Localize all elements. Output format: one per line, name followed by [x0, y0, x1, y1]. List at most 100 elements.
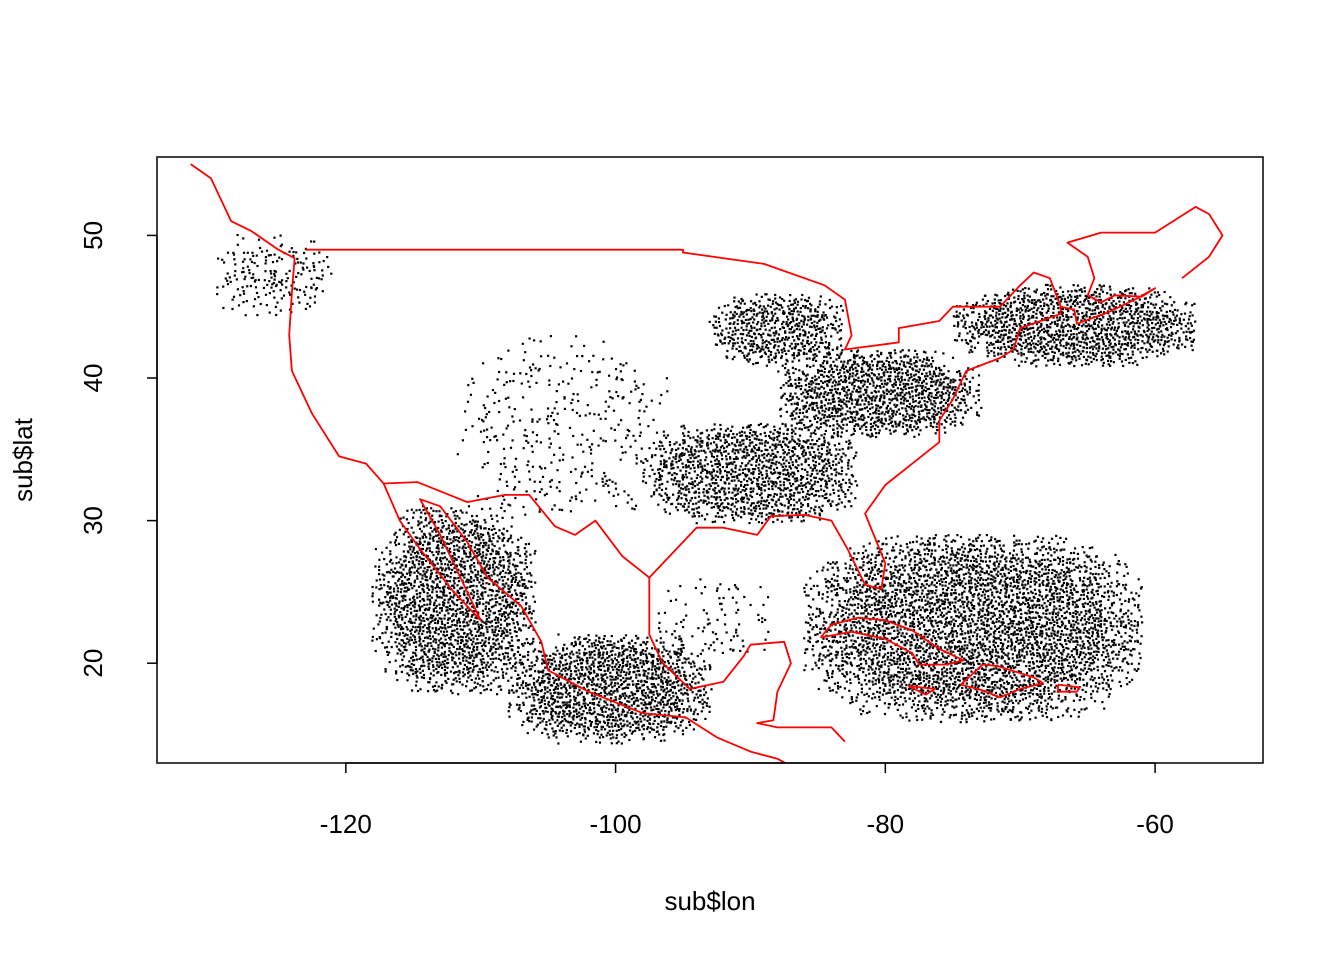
data-point: [1156, 355, 1159, 358]
data-point: [1167, 320, 1171, 323]
data-point: [1145, 333, 1148, 336]
data-point: [868, 395, 871, 398]
data-point: [781, 351, 784, 354]
data-point: [773, 468, 776, 471]
data-point: [1095, 347, 1098, 350]
data-point: [1045, 343, 1048, 346]
data-point: [800, 393, 803, 396]
data-point: [952, 378, 955, 381]
data-point: [755, 304, 758, 307]
data-point: [717, 460, 720, 463]
data-point: [772, 480, 775, 483]
data-point: [938, 381, 942, 384]
data-point: [273, 236, 276, 239]
data-point: [264, 259, 268, 262]
data-point: [1155, 334, 1158, 337]
data-point: [273, 269, 276, 273]
data-point: [515, 468, 518, 471]
data-point: [839, 398, 842, 401]
data-point: [727, 471, 731, 474]
data-point: [820, 453, 824, 456]
data-point: [1134, 332, 1137, 335]
data-point: [1098, 295, 1101, 298]
data-point: [1057, 311, 1060, 314]
data-point: [702, 501, 705, 504]
data-point: [1009, 339, 1012, 343]
data-point: [922, 416, 925, 419]
data-point: [591, 443, 594, 446]
data-point: [1044, 294, 1047, 297]
data-point: [884, 417, 887, 420]
data-point: [1114, 344, 1117, 347]
data-point: [533, 339, 536, 342]
data-point: [521, 342, 524, 345]
data-point: [888, 418, 891, 421]
data-point: [665, 493, 668, 497]
data-point: [321, 290, 324, 293]
data-point: [749, 512, 752, 515]
data-point: [775, 330, 778, 333]
data-point: [828, 448, 831, 451]
data-point: [787, 501, 790, 504]
data-point: [1081, 303, 1084, 306]
data-point: [302, 262, 305, 265]
data-point: [818, 396, 821, 399]
data-point: [1011, 314, 1014, 317]
data-point: [773, 509, 776, 512]
data-point: [738, 468, 741, 471]
data-point: [788, 489, 791, 492]
data-point: [1135, 308, 1138, 311]
data-point: [1124, 297, 1127, 300]
data-point: [1145, 356, 1148, 359]
data-point: [1097, 349, 1100, 353]
data-point: [820, 469, 823, 472]
data-point: [788, 345, 792, 348]
data-point: [1120, 292, 1123, 295]
data-point: [807, 429, 810, 432]
data-point: [882, 390, 885, 393]
data-point: [782, 481, 785, 484]
data-point: [727, 435, 730, 438]
data-point: [788, 482, 792, 485]
data-point: [746, 354, 749, 357]
data-point: [1156, 349, 1159, 352]
data-point: [822, 317, 825, 320]
data-point: [733, 443, 736, 446]
data-point: [894, 381, 897, 384]
data-point: [244, 314, 247, 317]
data-point: [743, 506, 746, 509]
data-point: [891, 425, 895, 428]
data-point: [670, 464, 673, 467]
data-point: [931, 360, 935, 363]
data-point: [1141, 340, 1144, 343]
data-point: [574, 468, 577, 471]
data-point: [1035, 288, 1038, 291]
data-point: [557, 432, 560, 435]
data-point: [371, 635, 374, 638]
data-point: [850, 412, 853, 415]
data-point: [1128, 313, 1132, 316]
data-point: [940, 394, 943, 397]
data-point: [807, 490, 810, 493]
data-point: [498, 411, 501, 414]
data-point: [604, 400, 607, 403]
data-point: [764, 346, 767, 349]
data-point: [1078, 289, 1081, 292]
data-point: [995, 326, 998, 329]
data-point: [1026, 333, 1029, 336]
data-point: [1190, 344, 1193, 347]
data-point: [743, 451, 746, 454]
data-point: [1075, 333, 1078, 336]
data-point: [793, 477, 796, 480]
data-point: [888, 378, 891, 381]
data-point: [774, 355, 778, 358]
data-point: [984, 317, 987, 321]
data-point: [765, 472, 768, 475]
data-point: [1072, 326, 1075, 329]
data-point: [825, 470, 828, 473]
data-point: [575, 335, 578, 338]
data-point: [894, 413, 897, 416]
data-point: [1068, 355, 1071, 358]
data-point: [241, 260, 245, 263]
data-point: [1004, 321, 1007, 324]
